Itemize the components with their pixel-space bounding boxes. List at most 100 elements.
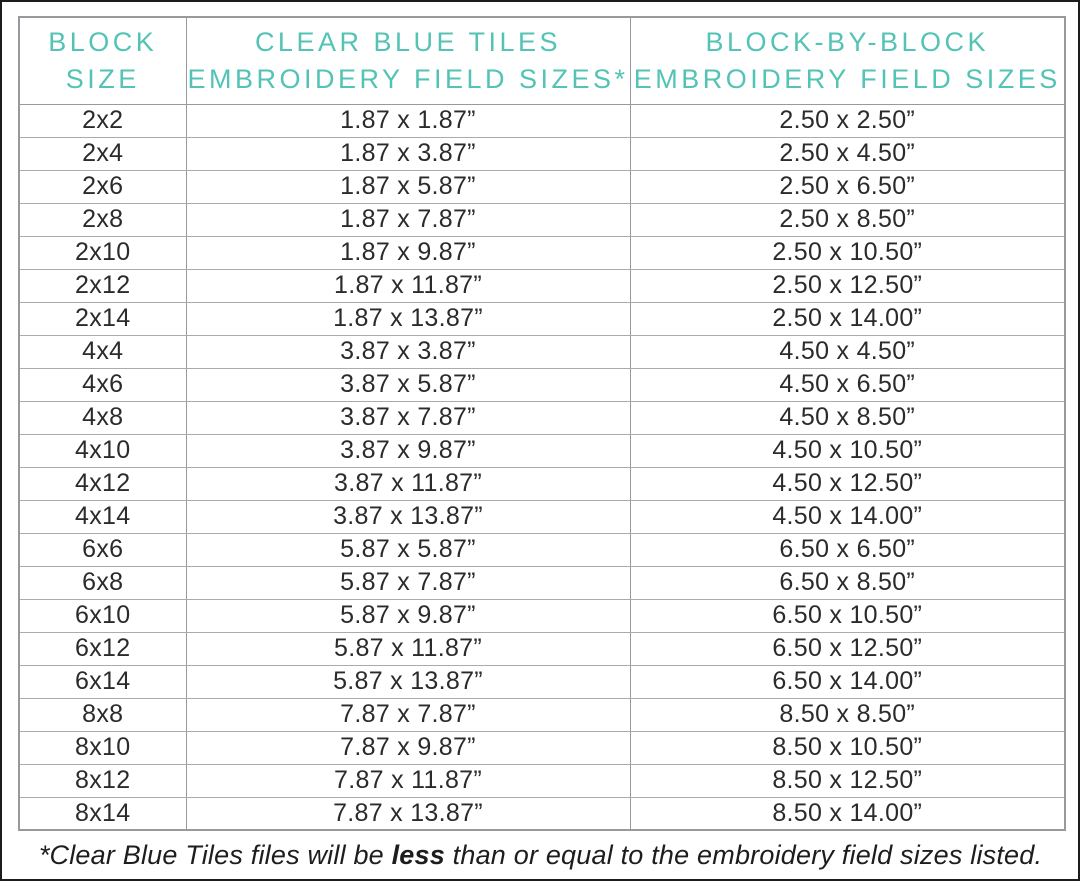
table-row: 4x6 3.87 x 5.87” 4.50 x 6.50” (18, 367, 1066, 402)
block-size-cell: 2x6 (18, 169, 187, 204)
clear-blue-tiles-cell: 1.87 x 11.87” (185, 268, 631, 303)
header-block-by-block-line1: BLOCK-BY-BLOCK (705, 27, 990, 58)
header-block-size-line2: SIZE (65, 63, 140, 94)
table-row: 4x14 3.87 x 13.87” 4.50 x 14.00” (18, 499, 1066, 534)
block-by-block-cell: 4.50 x 8.50” (629, 400, 1066, 435)
block-size-cell: 8x10 (18, 730, 187, 765)
clear-blue-tiles-cell: 5.87 x 7.87” (185, 565, 631, 600)
block-size-cell: 6x8 (18, 565, 187, 600)
clear-blue-tiles-cell: 7.87 x 7.87” (185, 697, 631, 732)
clear-blue-tiles-cell: 3.87 x 11.87” (185, 466, 631, 501)
table-row: 2x4 1.87 x 3.87” 2.50 x 4.50” (18, 136, 1066, 171)
block-size-cell: 4x8 (18, 400, 187, 435)
footnote-after: than or equal to the embroidery field si… (444, 840, 1043, 870)
block-by-block-cell: 4.50 x 14.00” (629, 499, 1066, 534)
clear-blue-tiles-cell: 5.87 x 11.87” (185, 631, 631, 666)
block-size-cell: 8x8 (18, 697, 187, 732)
header-clear-blue-tiles: CLEAR BLUE TILES EMBROIDERY FIELD SIZES* (185, 16, 631, 105)
table-row: 2x8 1.87 x 7.87” 2.50 x 8.50” (18, 202, 1066, 237)
block-size-cell: 2x8 (18, 202, 187, 237)
table-row: 6x6 5.87 x 5.87” 6.50 x 6.50” (18, 532, 1066, 567)
clear-blue-tiles-cell: 5.87 x 5.87” (185, 532, 631, 567)
footnote: *Clear Blue Tiles files will be less tha… (18, 840, 1063, 871)
header-row: BLOCK SIZE CLEAR BLUE TILES EMBROIDERY F… (18, 16, 1066, 105)
clear-blue-tiles-cell: 5.87 x 13.87” (185, 664, 631, 699)
block-by-block-cell: 6.50 x 14.00” (629, 664, 1066, 699)
table-row: 4x12 3.87 x 11.87” 4.50 x 12.50” (18, 466, 1066, 501)
table-row: 8x10 7.87 x 9.87” 8.50 x 10.50” (18, 730, 1066, 765)
clear-blue-tiles-cell: 7.87 x 9.87” (185, 730, 631, 765)
block-size-cell: 6x6 (18, 532, 187, 567)
block-size-cell: 4x12 (18, 466, 187, 501)
header-clear-blue-tiles-line2: EMBROIDERY FIELD SIZES* (187, 63, 629, 94)
table-row: 2x12 1.87 x 11.87” 2.50 x 12.50” (18, 268, 1066, 303)
header-block-by-block-line2: EMBROIDERY FIELD SIZES (633, 63, 1061, 94)
block-by-block-cell: 6.50 x 10.50” (629, 598, 1066, 633)
block-by-block-cell: 4.50 x 6.50” (629, 367, 1066, 402)
header-block-by-block: BLOCK-BY-BLOCK EMBROIDERY FIELD SIZES (629, 16, 1066, 105)
block-size-cell: 2x14 (18, 301, 187, 336)
table-row: 8x14 7.87 x 13.87” 8.50 x 14.00” (18, 796, 1066, 831)
clear-blue-tiles-cell: 1.87 x 5.87” (185, 169, 631, 204)
table-row: 4x10 3.87 x 9.87” 4.50 x 10.50” (18, 433, 1066, 468)
block-by-block-cell: 8.50 x 10.50” (629, 730, 1066, 765)
block-size-cell: 4x6 (18, 367, 187, 402)
block-size-cell: 8x14 (18, 796, 187, 831)
block-by-block-cell: 2.50 x 8.50” (629, 202, 1066, 237)
block-size-cell: 2x4 (18, 136, 187, 171)
clear-blue-tiles-cell: 3.87 x 9.87” (185, 433, 631, 468)
block-by-block-cell: 4.50 x 10.50” (629, 433, 1066, 468)
block-by-block-cell: 2.50 x 12.50” (629, 268, 1066, 303)
block-by-block-cell: 8.50 x 12.50” (629, 763, 1066, 798)
clear-blue-tiles-cell: 1.87 x 3.87” (185, 136, 631, 171)
clear-blue-tiles-cell: 7.87 x 11.87” (185, 763, 631, 798)
table-row: 2x6 1.87 x 5.87” 2.50 x 6.50” (18, 169, 1066, 204)
block-size-cell: 6x12 (18, 631, 187, 666)
block-size-cell: 2x12 (18, 268, 187, 303)
block-size-cell: 6x10 (18, 598, 187, 633)
block-size-cell: 2x2 (18, 103, 187, 138)
table-row: 8x12 7.87 x 11.87” 8.50 x 12.50” (18, 763, 1066, 798)
table-row: 6x8 5.87 x 7.87” 6.50 x 8.50” (18, 565, 1066, 600)
block-by-block-cell: 8.50 x 8.50” (629, 697, 1066, 732)
clear-blue-tiles-cell: 1.87 x 9.87” (185, 235, 631, 270)
block-by-block-cell: 2.50 x 2.50” (629, 103, 1066, 138)
block-by-block-cell: 6.50 x 6.50” (629, 532, 1066, 567)
block-by-block-cell: 8.50 x 14.00” (629, 796, 1066, 831)
block-by-block-cell: 6.50 x 8.50” (629, 565, 1066, 600)
table-body: 2x2 1.87 x 1.87” 2.50 x 2.50” 2x4 1.87 x… (18, 103, 1066, 831)
header-clear-blue-tiles-line1: CLEAR BLUE TILES (254, 27, 562, 58)
block-size-cell: 8x12 (18, 763, 187, 798)
block-by-block-cell: 2.50 x 4.50” (629, 136, 1066, 171)
table-row: 8x8 7.87 x 7.87” 8.50 x 8.50” (18, 697, 1066, 732)
embroidery-field-size-table: BLOCK SIZE CLEAR BLUE TILES EMBROIDERY F… (18, 16, 1066, 831)
clear-blue-tiles-cell: 3.87 x 7.87” (185, 400, 631, 435)
clear-blue-tiles-cell: 7.87 x 13.87” (185, 796, 631, 831)
header-block-size-line1: BLOCK (48, 27, 158, 58)
block-size-cell: 4x14 (18, 499, 187, 534)
table-row: 6x14 5.87 x 13.87” 6.50 x 14.00” (18, 664, 1066, 699)
clear-blue-tiles-cell: 1.87 x 1.87” (185, 103, 631, 138)
footnote-emphasis: less (391, 840, 445, 870)
clear-blue-tiles-cell: 3.87 x 3.87” (185, 334, 631, 369)
table-row: 2x14 1.87 x 13.87” 2.50 x 14.00” (18, 301, 1066, 336)
clear-blue-tiles-cell: 1.87 x 7.87” (185, 202, 631, 237)
table-row: 6x10 5.87 x 9.87” 6.50 x 10.50” (18, 598, 1066, 633)
table-row: 4x4 3.87 x 3.87” 4.50 x 4.50” (18, 334, 1066, 369)
block-size-cell: 6x14 (18, 664, 187, 699)
block-by-block-cell: 2.50 x 14.00” (629, 301, 1066, 336)
block-size-cell: 4x4 (18, 334, 187, 369)
block-by-block-cell: 4.50 x 4.50” (629, 334, 1066, 369)
block-size-cell: 2x10 (18, 235, 187, 270)
block-by-block-cell: 2.50 x 10.50” (629, 235, 1066, 270)
footnote-before: *Clear Blue Tiles files will be (38, 840, 392, 870)
table-row: 6x12 5.87 x 11.87” 6.50 x 12.50” (18, 631, 1066, 666)
table-row: 2x10 1.87 x 9.87” 2.50 x 10.50” (18, 235, 1066, 270)
clear-blue-tiles-cell: 3.87 x 13.87” (185, 499, 631, 534)
block-by-block-cell: 6.50 x 12.50” (629, 631, 1066, 666)
header-block-size: BLOCK SIZE (18, 16, 187, 105)
clear-blue-tiles-cell: 1.87 x 13.87” (185, 301, 631, 336)
block-by-block-cell: 2.50 x 6.50” (629, 169, 1066, 204)
table-row: 2x2 1.87 x 1.87” 2.50 x 2.50” (18, 103, 1066, 138)
